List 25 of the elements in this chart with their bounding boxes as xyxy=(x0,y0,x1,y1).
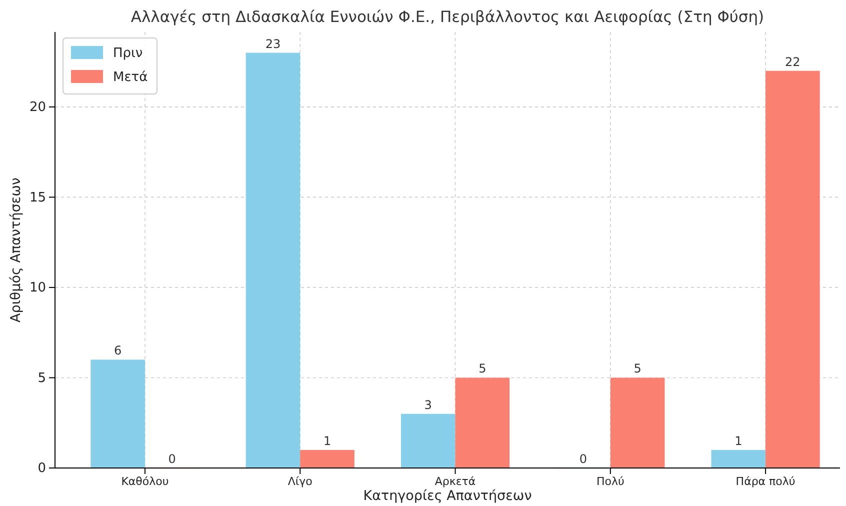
x-tick-label: Πάρα πολύ xyxy=(736,474,796,488)
data-label: 23 xyxy=(265,36,281,51)
data-label: 1 xyxy=(734,434,742,448)
legend-label: Μετά xyxy=(113,70,148,85)
data-label: 5 xyxy=(634,362,642,376)
y-axis-title: Αριθμός Απαντήσεων xyxy=(8,178,24,322)
legend-label: Πριν xyxy=(113,46,143,61)
data-label: 0 xyxy=(579,452,588,466)
data-label: 22 xyxy=(785,54,800,69)
chart-title: Αλλαγές στη Διδασκαλία Εννοιών Φ.Ε., Περιβάλλοντος και Αειφορίας (Στη Φύση) xyxy=(130,8,764,26)
x-tick-label: Αρκετά xyxy=(434,474,476,488)
data-label: 0 xyxy=(168,452,176,466)
x-tick-label: Καθόλου xyxy=(121,474,169,488)
y-tick-label: 20 xyxy=(29,100,46,116)
data-label: 6 xyxy=(114,344,122,358)
data-label: 5 xyxy=(478,362,486,376)
y-tick-label: 10 xyxy=(29,280,46,296)
y-tick-label: 15 xyxy=(29,190,46,206)
data-label: 3 xyxy=(424,398,432,412)
y-tick-label: 0 xyxy=(38,461,46,476)
x-tick-label: Λίγο xyxy=(288,474,313,488)
data-label: 1 xyxy=(323,434,332,448)
x-tick-label: Πολύ xyxy=(596,474,624,488)
y-tick-label: 5 xyxy=(38,370,46,386)
x-axis-title: Κατηγορίες Απαντήσεων xyxy=(363,488,532,504)
